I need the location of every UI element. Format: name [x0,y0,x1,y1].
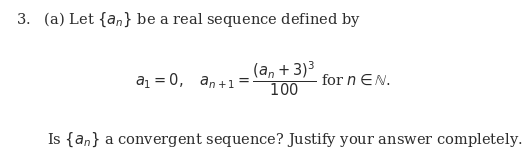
Text: $a_1 = 0, \quad a_{n+1} = \dfrac{(a_n+3)^3}{100}$ for $n \in \mathbb{N}.$: $a_1 = 0, \quad a_{n+1} = \dfrac{(a_n+3)… [135,60,391,98]
Text: Is $\{a_n\}$ a convergent sequence? Justify your answer completely.: Is $\{a_n\}$ a convergent sequence? Just… [47,130,523,149]
Text: 3.   (a) Let $\{a_n\}$ be a real sequence defined by: 3. (a) Let $\{a_n\}$ be a real sequence … [16,11,360,29]
